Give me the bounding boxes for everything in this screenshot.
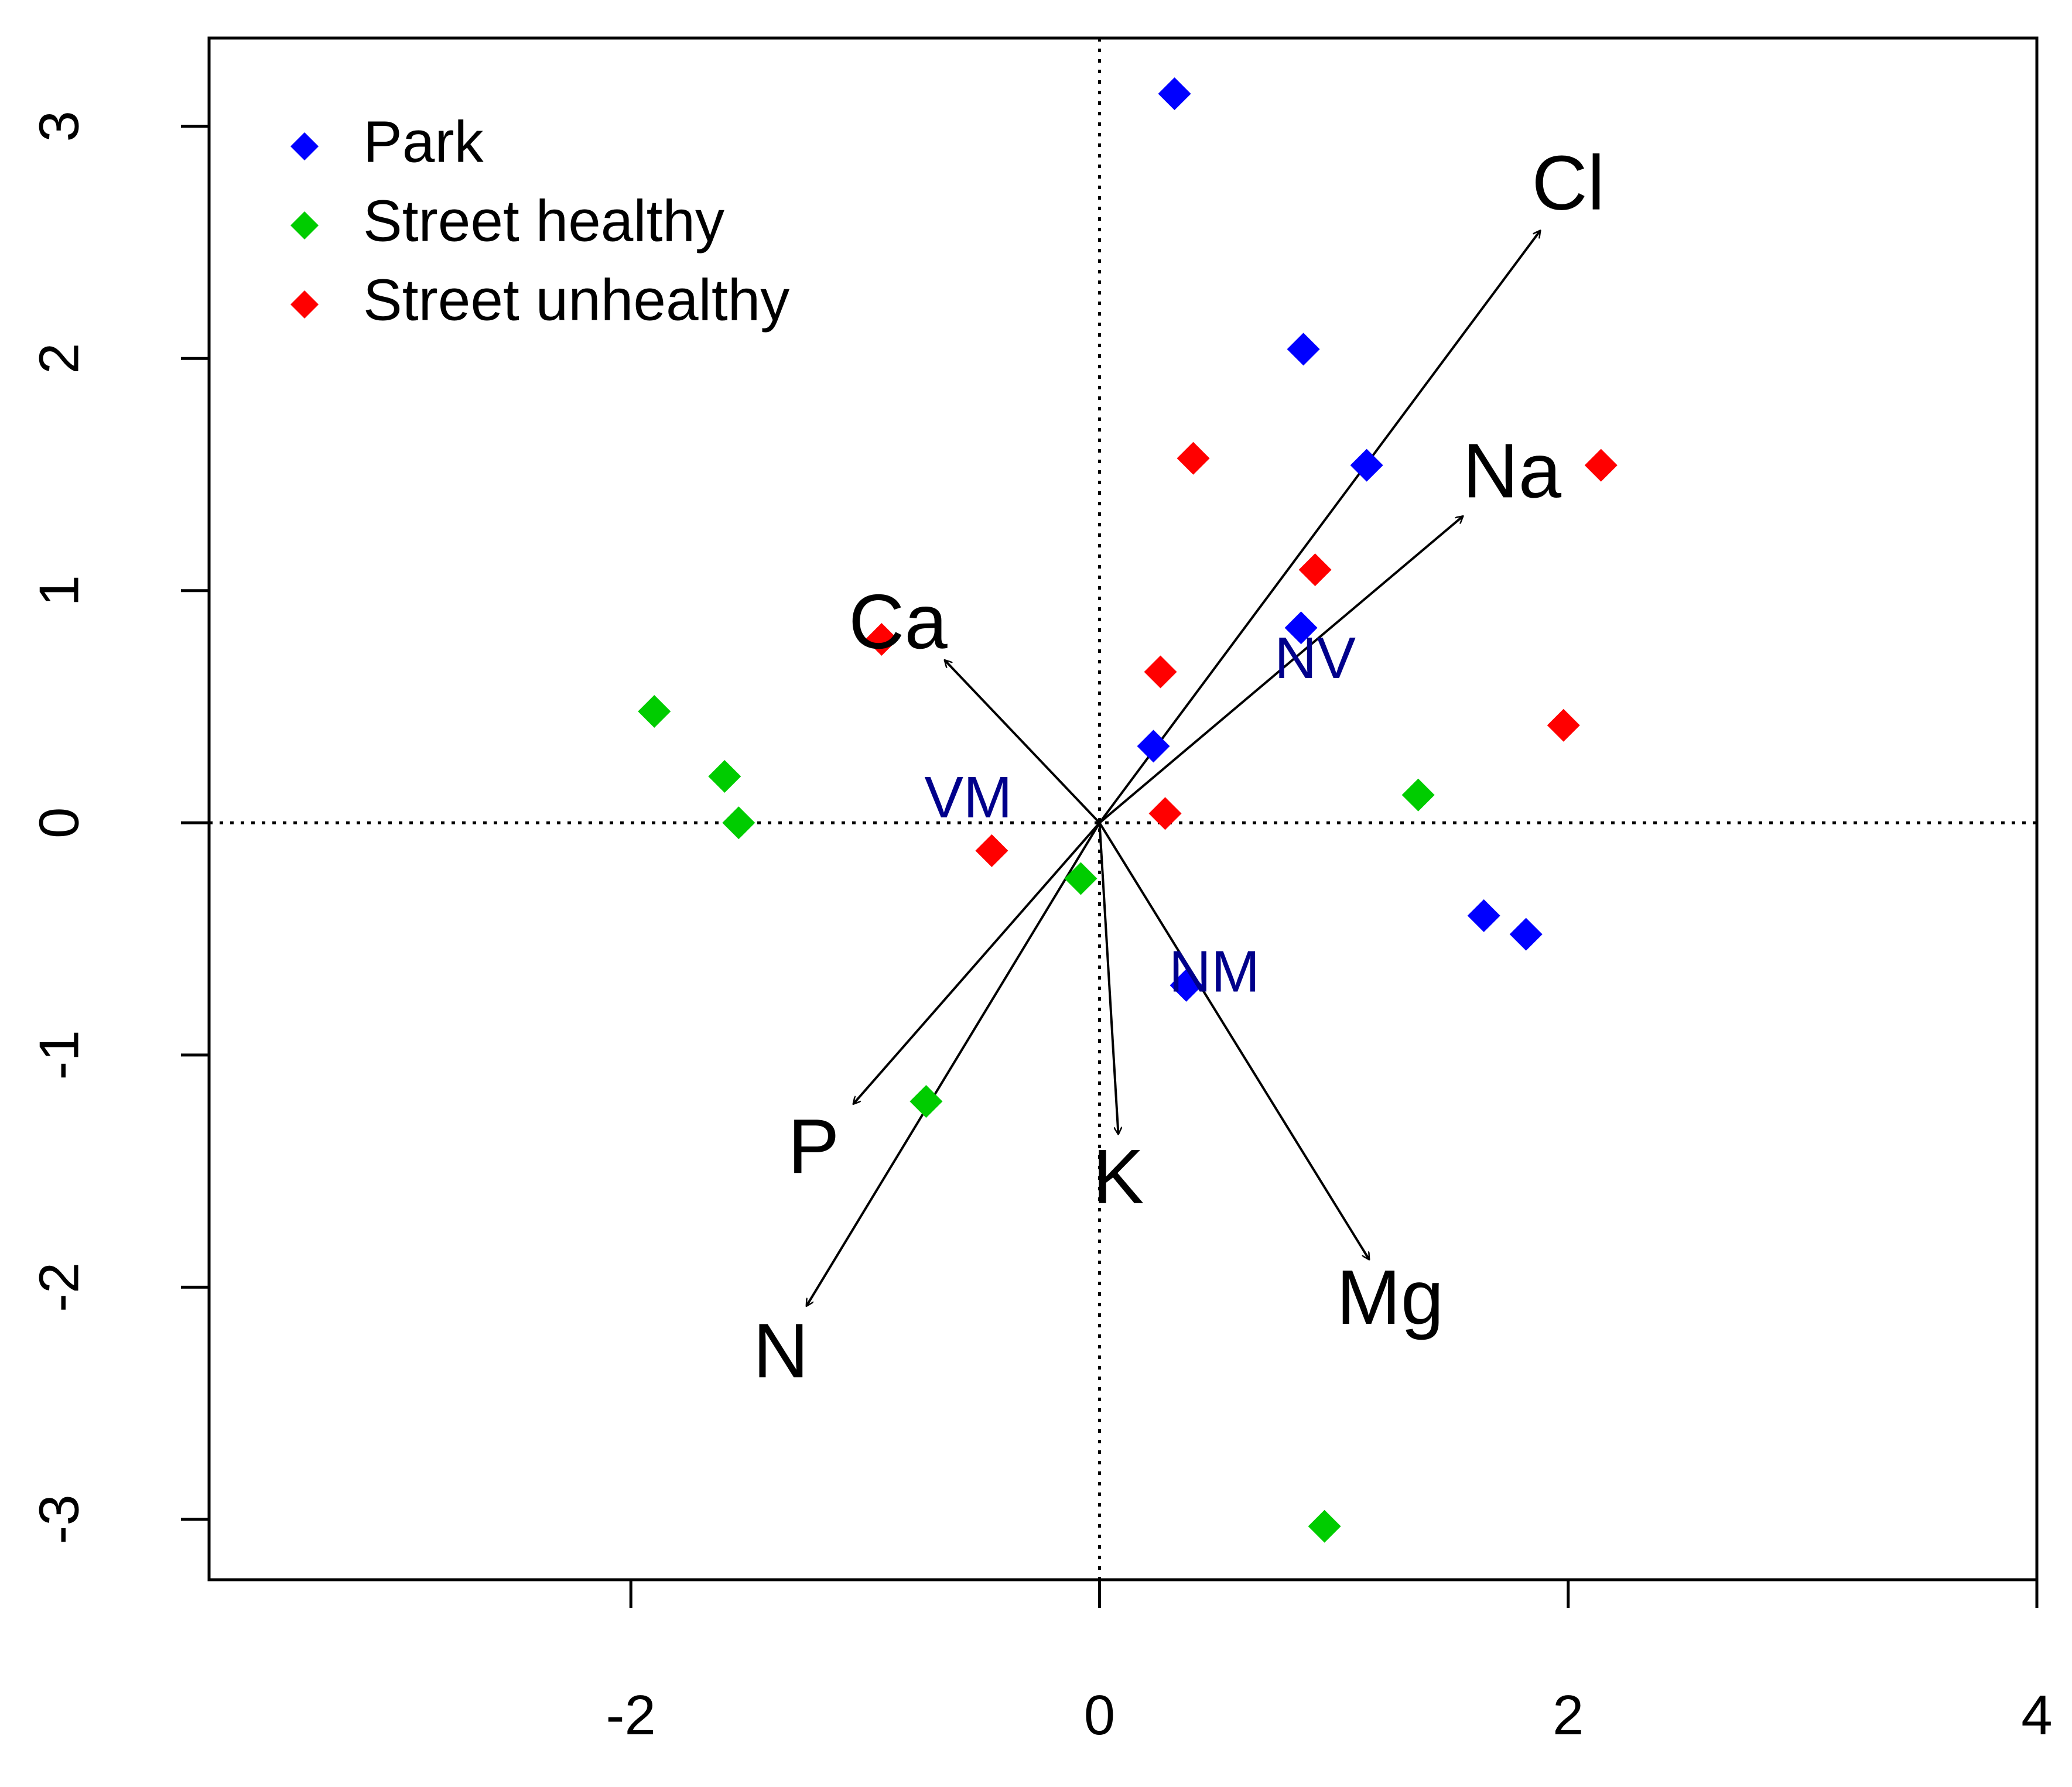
point-street-unhealthy-8 [975,834,1008,867]
vector-label-n: N [753,1307,809,1394]
site-label-nv: NV [1274,625,1356,691]
point-street-unhealthy-7 [1148,797,1182,830]
vector-arrow-na [1099,516,1462,824]
vector-label-k: K [1092,1134,1144,1220]
x-tick-label: 0 [1084,1684,1115,1747]
point-park-3 [1350,449,1383,482]
point-park-2 [1287,333,1320,366]
site-label-nm: NM [1169,939,1260,1004]
x-tick-label: 2 [1553,1684,1584,1747]
y-tick-label: 0 [28,807,90,838]
point-street-unhealthy-5 [1144,655,1177,689]
point-street-healthy-1 [638,694,671,728]
x-tick-label: -2 [606,1684,656,1747]
point-park-7 [1467,899,1500,932]
y-tick-label: 1 [28,575,90,606]
x-tick-label: 4 [2021,1684,2052,1747]
vector-arrow-k [1098,823,1118,1134]
vector-label-mg: Mg [1336,1254,1444,1340]
point-park-1 [1158,77,1191,111]
y-tick-label: -3 [28,1494,90,1544]
legend-marker-park [290,132,319,160]
site-label-vm: VM [924,765,1012,830]
y-tick-label: -2 [28,1262,90,1312]
vector-label-p: P [788,1103,839,1189]
point-park-5 [1137,730,1170,763]
vector-arrow-ca [945,660,1100,824]
legend-marker-street-unhealthy [290,290,319,319]
point-street-unhealthy-1 [1177,441,1210,475]
point-street-healthy-6 [1401,778,1435,812]
legend-marker-street-healthy [290,211,319,239]
point-street-healthy-5 [910,1085,943,1118]
legend-label: Park [363,109,484,174]
point-street-healthy-7 [1308,1509,1341,1543]
vector-arrow-mg [1098,822,1369,1259]
vector-label-ca: Ca [849,578,948,665]
vector-arrow-cl [1098,231,1540,824]
point-street-unhealthy-4 [865,623,898,656]
vector-arrow-p [853,821,1100,1104]
point-street-healthy-4 [1064,862,1097,895]
point-street-unhealthy-2 [1584,449,1618,482]
point-street-unhealthy-3 [1298,553,1332,587]
vector-arrow-n [806,822,1101,1306]
y-tick-label: -1 [28,1030,90,1080]
point-street-healthy-2 [708,759,741,793]
y-tick-label: 3 [28,111,90,142]
point-park-6 [1170,968,1203,1002]
point-street-unhealthy-6 [1547,708,1580,742]
vector-label-na: Na [1462,427,1561,513]
point-park-4 [1284,611,1318,645]
vector-label-cl: Cl [1531,140,1605,226]
y-tick-label: 2 [28,343,90,374]
point-street-healthy-3 [722,806,755,840]
point-park-8 [1509,918,1543,951]
legend-label: Street unhealthy [363,267,789,333]
legend-label: Street healthy [363,188,724,254]
